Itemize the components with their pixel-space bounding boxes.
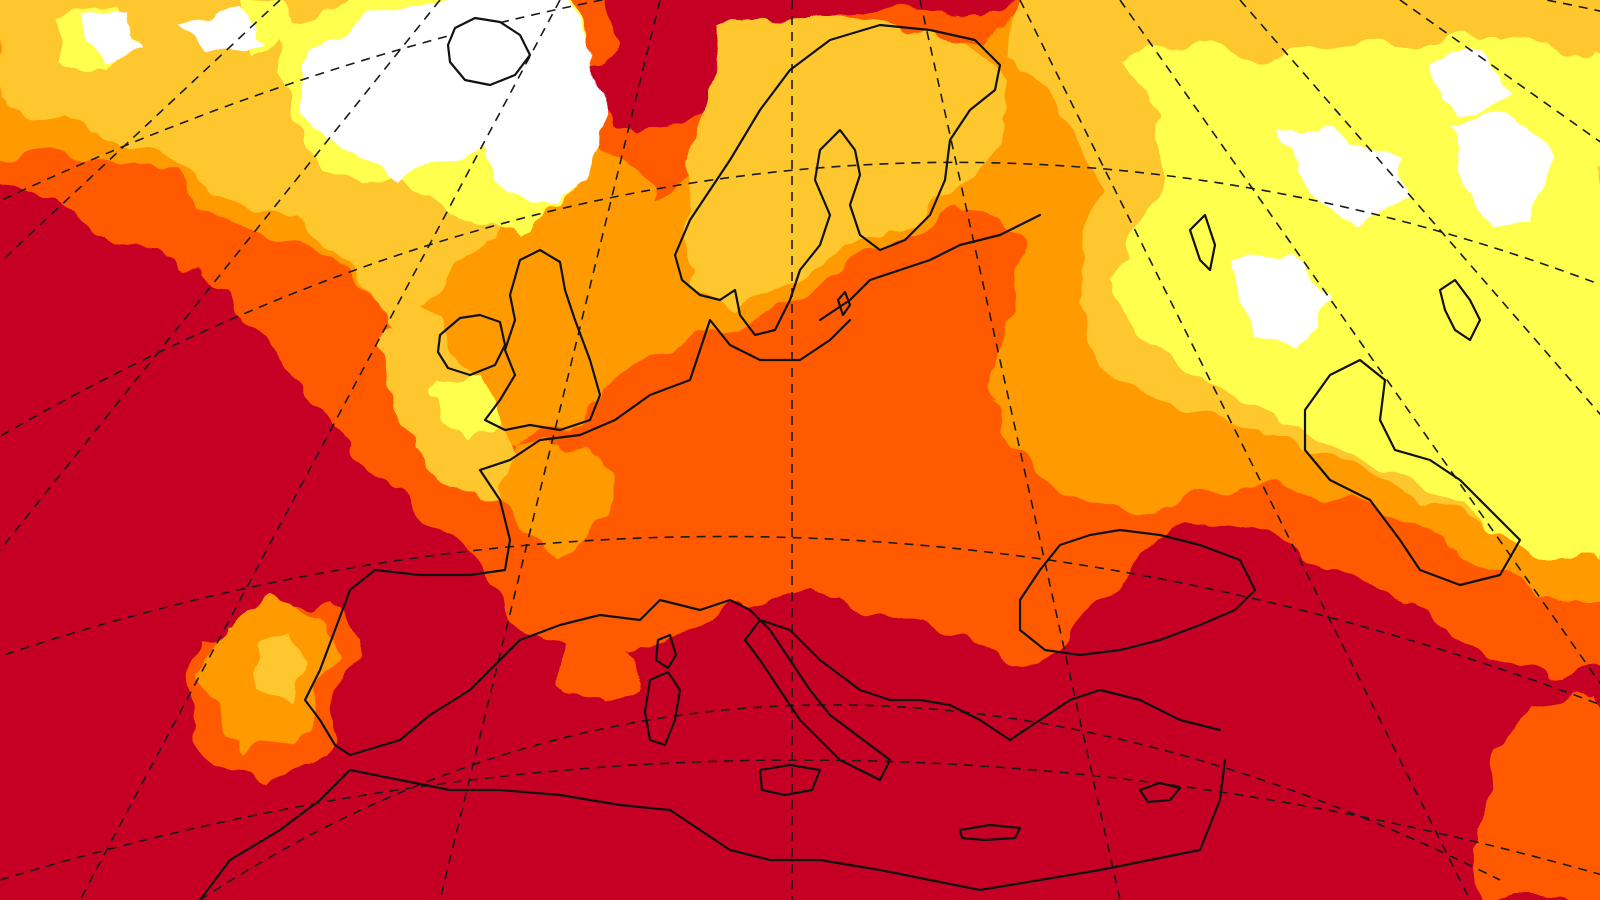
- black-sea-coast: [1018, 528, 1257, 657]
- white-sea-coast: [1188, 213, 1217, 272]
- france-iberia-coast: [303, 468, 522, 757]
- gotland-coast: [836, 290, 852, 317]
- iceland-coast: [446, 16, 532, 87]
- north-africa-coast: [198, 758, 1227, 900]
- great-britain-coast: [483, 248, 602, 432]
- caspian-coast: [1303, 358, 1522, 587]
- sicily-coast: [758, 763, 822, 797]
- mediterranean-north-coast: [518, 598, 1222, 782]
- field-level-0: [80, 0, 1550, 350]
- ireland-coast: [436, 313, 507, 377]
- coastlines: [198, 16, 1522, 900]
- cyprus-coast: [1138, 781, 1182, 804]
- baltic-coast: [818, 213, 1042, 322]
- continental-coast-north: [478, 318, 852, 472]
- corsica-coast: [654, 633, 678, 670]
- novaya-zemlya-coast: [1438, 278, 1482, 342]
- scandinavia-coast: [673, 23, 1002, 337]
- crete-coast: [958, 823, 1022, 842]
- sardinia-coast: [643, 670, 682, 747]
